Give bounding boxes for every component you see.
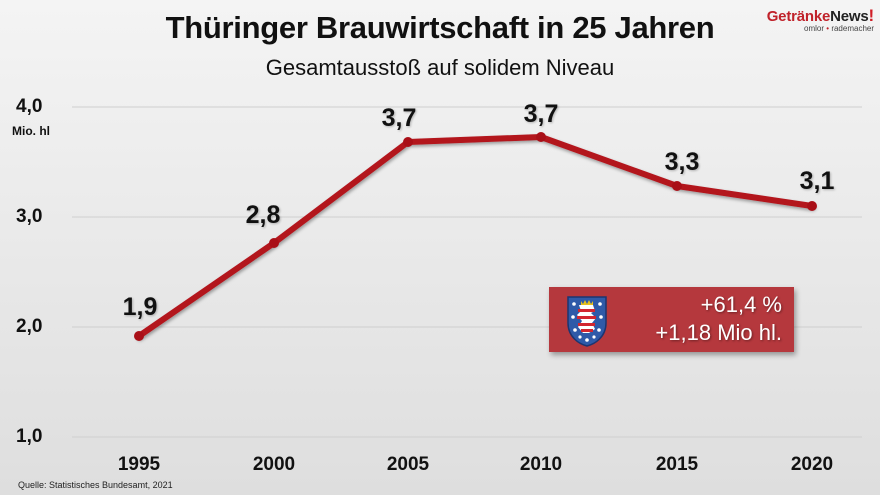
x-tick-1995: 1995 (117, 454, 161, 475)
x-tick-2020: 2020 (790, 454, 834, 475)
y-axis-unit: Mio. hl (12, 124, 50, 138)
logo-tagline-right: rademacher (831, 24, 874, 33)
chart-title: Thüringer Brauwirtschaft in 25 Jahren (165, 10, 715, 45)
x-tick-2000: 2000 (252, 454, 296, 475)
source-note: Quelle: Statistisches Bundesamt, 2021 (18, 480, 173, 490)
x-tick-2005: 2005 (386, 454, 430, 475)
marker-2010 (536, 132, 546, 142)
thuringia-coat-of-arms-icon (567, 296, 607, 347)
summary-percent: +61,4 % (700, 292, 782, 317)
summary-volume: +1,18 Mio hl. (655, 320, 782, 345)
logo-tagline-sep: • (826, 24, 830, 33)
logo-exclamation: ! (868, 6, 875, 25)
chart-subtitle: Gesamtausstoß auf solidem Niveau (265, 55, 615, 80)
data-label-2005: 3,7 (381, 104, 417, 132)
gridlines (72, 106, 862, 438)
marker-2020 (807, 201, 817, 211)
data-label-1995: 1,9 (122, 293, 158, 321)
x-tick-2015: 2015 (655, 454, 699, 475)
marker-2015 (672, 181, 682, 191)
data-label-2010: 3,7 (523, 100, 559, 128)
getraenkenews-logo: GetränkeNews! omlor • rademacher (742, 6, 875, 33)
logo-brand-part1: Getränke (766, 8, 831, 25)
marker-2005 (403, 137, 413, 147)
marker-1995 (134, 331, 144, 341)
marker-2000 (269, 238, 279, 248)
data-markers (134, 132, 817, 341)
data-label-2020: 3,1 (799, 167, 835, 195)
data-line (136, 134, 815, 339)
y-tick-2: 2,0 (16, 316, 43, 337)
summary-box: +61,4 % +1,18 Mio hl. (549, 287, 794, 352)
logo-tagline: omlor • rademacher (742, 24, 874, 33)
y-tick-1: 1,0 (16, 426, 43, 447)
data-label-2000: 2,8 (245, 201, 281, 229)
y-tick-3: 3,0 (16, 206, 43, 227)
y-tick-4: 4,0 (16, 96, 43, 117)
logo-brand-part2: News (830, 8, 869, 25)
data-label-2015: 3,3 (664, 148, 700, 176)
logo-tagline-left: omlor (804, 24, 825, 33)
x-tick-2010: 2010 (519, 454, 563, 475)
logo-brand: GetränkeNews! (742, 6, 875, 26)
